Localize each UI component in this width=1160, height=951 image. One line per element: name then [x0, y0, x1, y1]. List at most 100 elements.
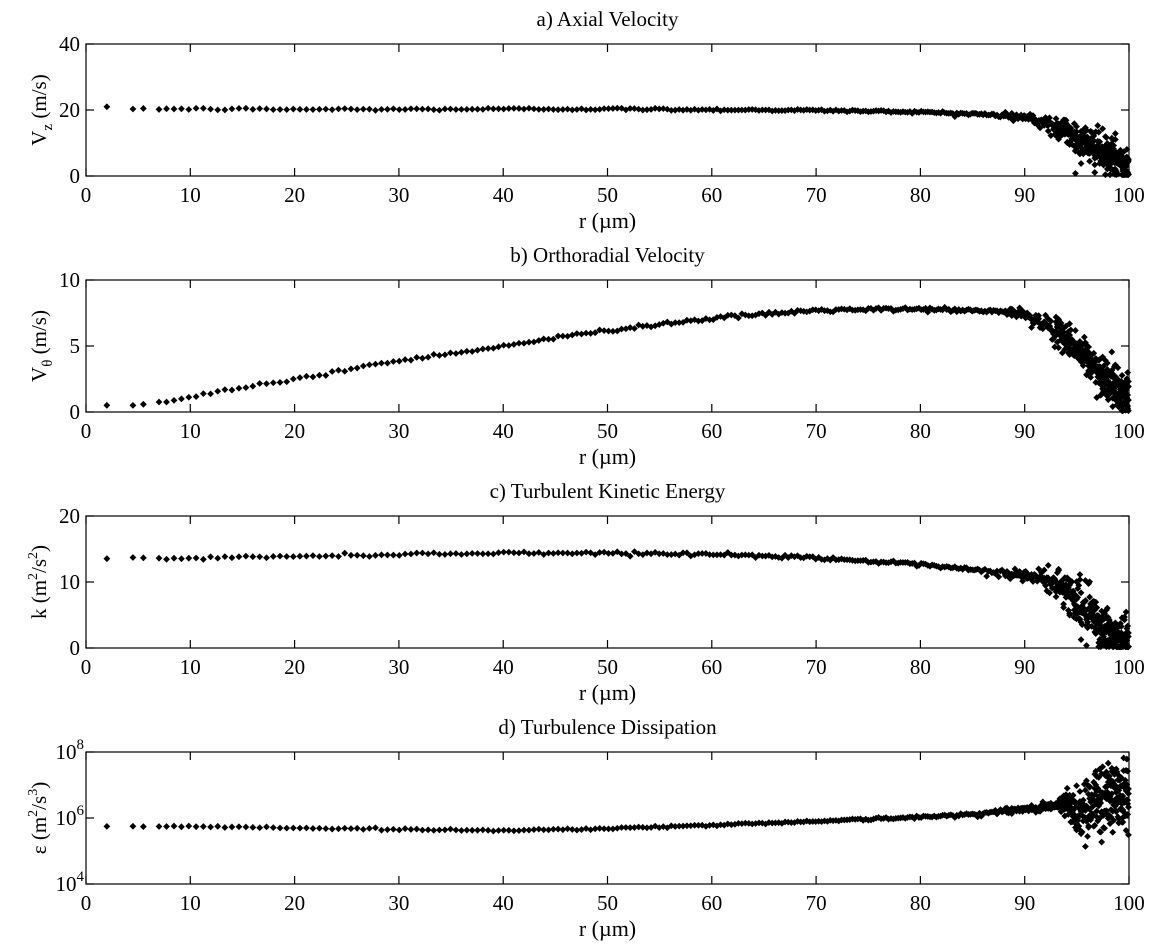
data-point — [613, 824, 621, 832]
data-point — [1079, 796, 1087, 804]
data-point — [1073, 782, 1080, 790]
data-point — [1035, 565, 1043, 573]
data-point — [1125, 633, 1132, 640]
data-point — [207, 553, 214, 561]
data-point — [1100, 792, 1107, 800]
data-point — [1013, 111, 1020, 119]
data-point — [163, 823, 170, 830]
data-point — [745, 312, 753, 320]
x-tick-label: 0 — [81, 891, 92, 915]
data-point — [568, 826, 576, 833]
data-point — [1083, 371, 1090, 379]
data-point — [235, 553, 243, 561]
data-point — [582, 106, 590, 114]
data-point — [1019, 570, 1027, 578]
data-point — [484, 345, 492, 352]
data-point — [424, 550, 432, 558]
data-point — [192, 823, 200, 831]
y-tick-label: 10 — [59, 268, 80, 292]
data-point — [818, 106, 825, 114]
data-point — [269, 553, 277, 560]
data-point — [675, 822, 683, 830]
y-tick-label: 10 — [59, 570, 80, 594]
data-point — [515, 827, 523, 835]
chart-panel-2: c) Turbulent Kinetic Energy 0 10 20 30 40 50 60… — [26, 479, 1145, 705]
data-point — [1077, 810, 1085, 818]
data-point — [1096, 796, 1104, 803]
data-point — [424, 105, 432, 113]
data-point — [1104, 759, 1112, 767]
data-point — [1108, 348, 1116, 356]
data-point — [235, 104, 243, 112]
data-point — [500, 548, 508, 556]
data-point — [727, 106, 735, 114]
data-point — [559, 106, 567, 113]
data-point — [395, 552, 403, 559]
data-point — [170, 396, 178, 404]
data-point — [1103, 153, 1111, 161]
data-point — [309, 373, 317, 381]
data-point — [401, 106, 409, 113]
data-point — [1084, 832, 1091, 840]
y-tick-label: 40 — [59, 32, 80, 56]
x-tick-label: 50 — [597, 183, 618, 207]
data-point — [185, 106, 193, 113]
data-point — [1065, 607, 1072, 614]
data-point — [578, 330, 585, 338]
data-point — [568, 550, 576, 558]
data-point — [1077, 127, 1085, 135]
data-point — [378, 359, 385, 367]
data-point — [1058, 349, 1066, 357]
data-point — [1100, 368, 1107, 376]
data-point — [1063, 784, 1071, 792]
data-point — [862, 107, 870, 115]
data-point — [505, 548, 513, 556]
data-point — [1055, 567, 1063, 574]
x-tick-label: 20 — [284, 655, 305, 679]
data-point — [1077, 160, 1085, 167]
data-point — [1086, 157, 1094, 165]
data-point — [1102, 807, 1110, 815]
data-point — [263, 105, 270, 113]
chart-title: c) Turbulent Kinetic Energy — [490, 479, 726, 503]
data-point — [1092, 355, 1100, 362]
data-point — [1096, 636, 1104, 643]
data-point — [378, 105, 385, 113]
data-point — [1104, 396, 1112, 404]
data-point — [359, 362, 367, 370]
data-point — [1044, 561, 1052, 569]
data-point — [129, 105, 137, 113]
data-point — [1062, 126, 1070, 134]
data-point — [505, 105, 513, 112]
data-point — [1121, 616, 1128, 624]
data-point — [1082, 597, 1089, 604]
data-point — [618, 824, 626, 831]
data-point — [463, 347, 471, 355]
data-point — [520, 339, 528, 347]
x-tick-label: 40 — [493, 891, 514, 915]
data-point — [1122, 827, 1130, 834]
data-point — [1058, 580, 1066, 588]
data-point — [622, 106, 630, 114]
data-point — [545, 549, 552, 557]
data-point — [401, 356, 409, 363]
x-tick-label: 10 — [180, 183, 201, 207]
data-point — [578, 826, 585, 833]
data-point — [791, 107, 798, 115]
axes-frame — [85, 515, 1130, 649]
data-point — [591, 825, 599, 833]
data-point — [983, 572, 991, 580]
x-tick-label: 100 — [1113, 183, 1145, 207]
data-point — [1092, 781, 1100, 789]
data-point — [441, 351, 449, 359]
data-point — [389, 105, 397, 113]
data-point — [479, 345, 487, 353]
data-point — [103, 103, 111, 111]
data-point — [235, 823, 243, 831]
data-point — [643, 824, 651, 832]
data-point — [463, 550, 471, 558]
data-point — [322, 825, 330, 833]
data-point — [178, 823, 185, 831]
y-tick-label: 0 — [70, 636, 81, 660]
data-point — [366, 105, 373, 113]
